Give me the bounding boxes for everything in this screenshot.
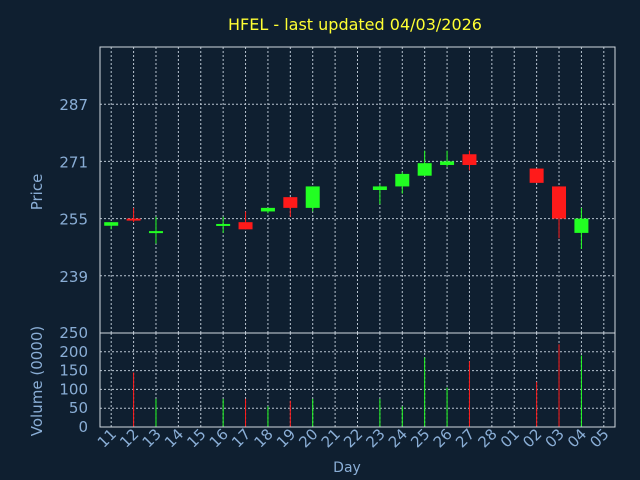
grid-layer [100,47,615,427]
volume-layer [133,344,582,427]
x-axis-label: Day [333,460,361,476]
volume-tick-label: 50 [69,399,88,417]
price-panel-frame [99,46,616,334]
price-axis-label: Price [28,174,46,211]
candle-body [238,222,253,230]
axis-layer: 2392552712870501001502002501112131415161… [59,46,616,451]
volume-tick-label: 250 [59,324,88,342]
candle-body [216,223,231,226]
candle-body [305,186,320,208]
candle-body [574,218,589,233]
x-tick-label: 05 [586,425,612,451]
candle-body [529,168,544,183]
volume-tick-label: 100 [59,380,88,398]
candle-body [148,231,163,234]
candle-body [104,222,119,226]
candle-body [417,163,432,176]
candle-layer [104,150,589,249]
candle-body [395,173,410,187]
candle-body [552,186,567,219]
price-tick-label: 271 [59,153,88,171]
price-tick-label: 255 [59,211,88,229]
candle-body [283,197,298,208]
volume-tick-label: 150 [59,362,88,380]
candle-body [440,161,455,165]
candle-body [260,207,275,212]
volume-tick-label: 0 [78,418,88,436]
chart-title: HFEL - last updated 04/03/2026 [228,15,482,34]
candle-body [372,186,387,190]
candle-body [126,218,141,221]
candle-body [462,154,477,165]
volume-panel-frame [99,332,616,428]
volume-tick-label: 200 [59,343,88,361]
price-tick-label: 239 [59,268,88,286]
volume-axis-label: Volume (0000) [28,326,46,436]
price-tick-label: 287 [59,96,88,114]
